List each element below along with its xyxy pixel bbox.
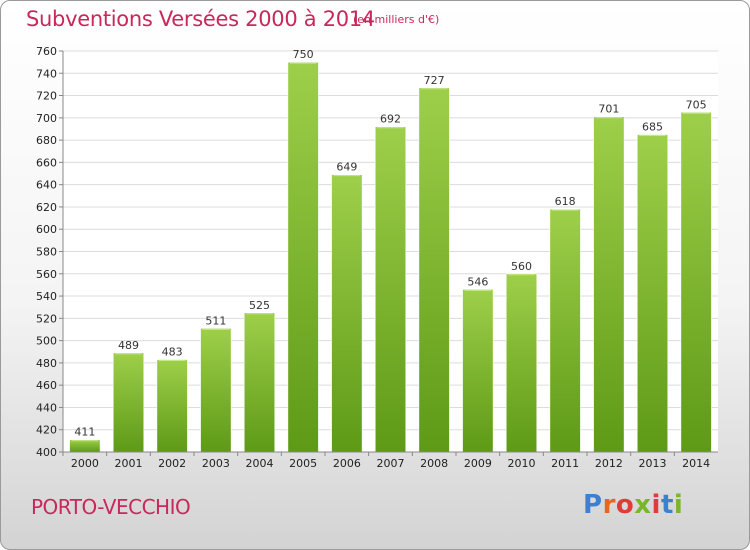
bar bbox=[69, 439, 101, 453]
y-tick-label: 400 bbox=[36, 446, 57, 459]
bar bbox=[112, 352, 145, 453]
bar bbox=[549, 208, 581, 453]
y-tick-label: 480 bbox=[36, 357, 57, 370]
bar-value-label: 701 bbox=[598, 103, 619, 116]
y-tick-label: 680 bbox=[36, 134, 57, 147]
y-tick-label: 420 bbox=[36, 424, 57, 437]
y-tick-label: 600 bbox=[36, 223, 57, 236]
y-tick-label: 660 bbox=[36, 156, 57, 169]
logo-letter: i bbox=[651, 490, 661, 520]
bar bbox=[156, 359, 188, 453]
bar bbox=[200, 328, 232, 453]
y-tick-label: 640 bbox=[36, 179, 57, 192]
bar bbox=[331, 174, 363, 453]
x-tick-label: 2004 bbox=[246, 457, 274, 470]
logo-letter: r bbox=[602, 490, 616, 520]
bar-value-label: 560 bbox=[511, 260, 532, 273]
y-tick-label: 520 bbox=[36, 312, 57, 325]
bar-value-label: 489 bbox=[118, 339, 139, 352]
bar-value-label: 546 bbox=[467, 275, 488, 288]
bar bbox=[243, 312, 276, 453]
x-tick-label: 2000 bbox=[71, 457, 99, 470]
bar-value-label: 411 bbox=[74, 426, 95, 439]
x-tick-label: 2014 bbox=[682, 457, 710, 470]
place-name: PORTO-VECCHIO bbox=[31, 495, 191, 519]
logo-letter: x bbox=[634, 490, 652, 520]
y-tick-label: 500 bbox=[36, 335, 57, 348]
logo-letter: t bbox=[660, 490, 674, 520]
bar-value-label: 618 bbox=[555, 195, 576, 208]
bar-value-label: 692 bbox=[380, 113, 401, 126]
y-tick-label: 700 bbox=[36, 112, 57, 125]
logo-letter: P bbox=[583, 490, 603, 520]
x-tick-label: 2006 bbox=[333, 457, 361, 470]
y-tick-label: 740 bbox=[36, 67, 57, 80]
x-tick-label: 2003 bbox=[202, 457, 230, 470]
y-tick-label: 580 bbox=[36, 246, 57, 259]
bar bbox=[505, 273, 538, 453]
chart-title: Subventions Versées 2000 à 2014 bbox=[26, 7, 375, 31]
y-tick-label: 620 bbox=[36, 201, 57, 214]
x-tick-label: 2008 bbox=[420, 457, 448, 470]
bar bbox=[374, 126, 407, 453]
bar bbox=[593, 116, 625, 453]
x-tick-label: 2005 bbox=[289, 457, 317, 470]
bar-value-label: 750 bbox=[293, 48, 314, 61]
y-tick-label: 460 bbox=[36, 379, 57, 392]
x-tick-label: 2007 bbox=[377, 457, 405, 470]
bar bbox=[462, 289, 494, 453]
bar-value-label: 525 bbox=[249, 299, 270, 312]
bar-value-label: 649 bbox=[336, 161, 357, 174]
y-tick-label: 440 bbox=[36, 401, 57, 414]
x-tick-label: 2009 bbox=[464, 457, 492, 470]
logo-letter: i bbox=[673, 490, 684, 520]
y-tick-label: 720 bbox=[36, 90, 57, 103]
x-tick-label: 2012 bbox=[595, 457, 623, 470]
y-tick-label: 760 bbox=[36, 45, 57, 58]
bar-value-label: 511 bbox=[205, 314, 226, 327]
proxiti-logo: Proxiti bbox=[583, 490, 683, 520]
x-tick-label: 2013 bbox=[639, 457, 667, 470]
bar-value-label: 685 bbox=[642, 121, 663, 134]
bar bbox=[636, 134, 669, 453]
logo-letter: o bbox=[615, 490, 635, 520]
bar-value-label: 483 bbox=[162, 346, 183, 359]
bar bbox=[287, 61, 319, 453]
chart-unit: (en milliers d'€) bbox=[353, 13, 440, 26]
y-tick-label: 560 bbox=[36, 268, 57, 281]
x-tick-label: 2010 bbox=[508, 457, 536, 470]
x-tick-label: 2011 bbox=[551, 457, 579, 470]
bar-value-label: 727 bbox=[424, 74, 445, 87]
bar bbox=[418, 87, 450, 453]
x-tick-label: 2001 bbox=[115, 457, 143, 470]
y-tick-label: 540 bbox=[36, 290, 57, 303]
x-tick-label: 2002 bbox=[158, 457, 186, 470]
bar-value-label: 705 bbox=[686, 98, 707, 111]
bar bbox=[680, 111, 712, 453]
